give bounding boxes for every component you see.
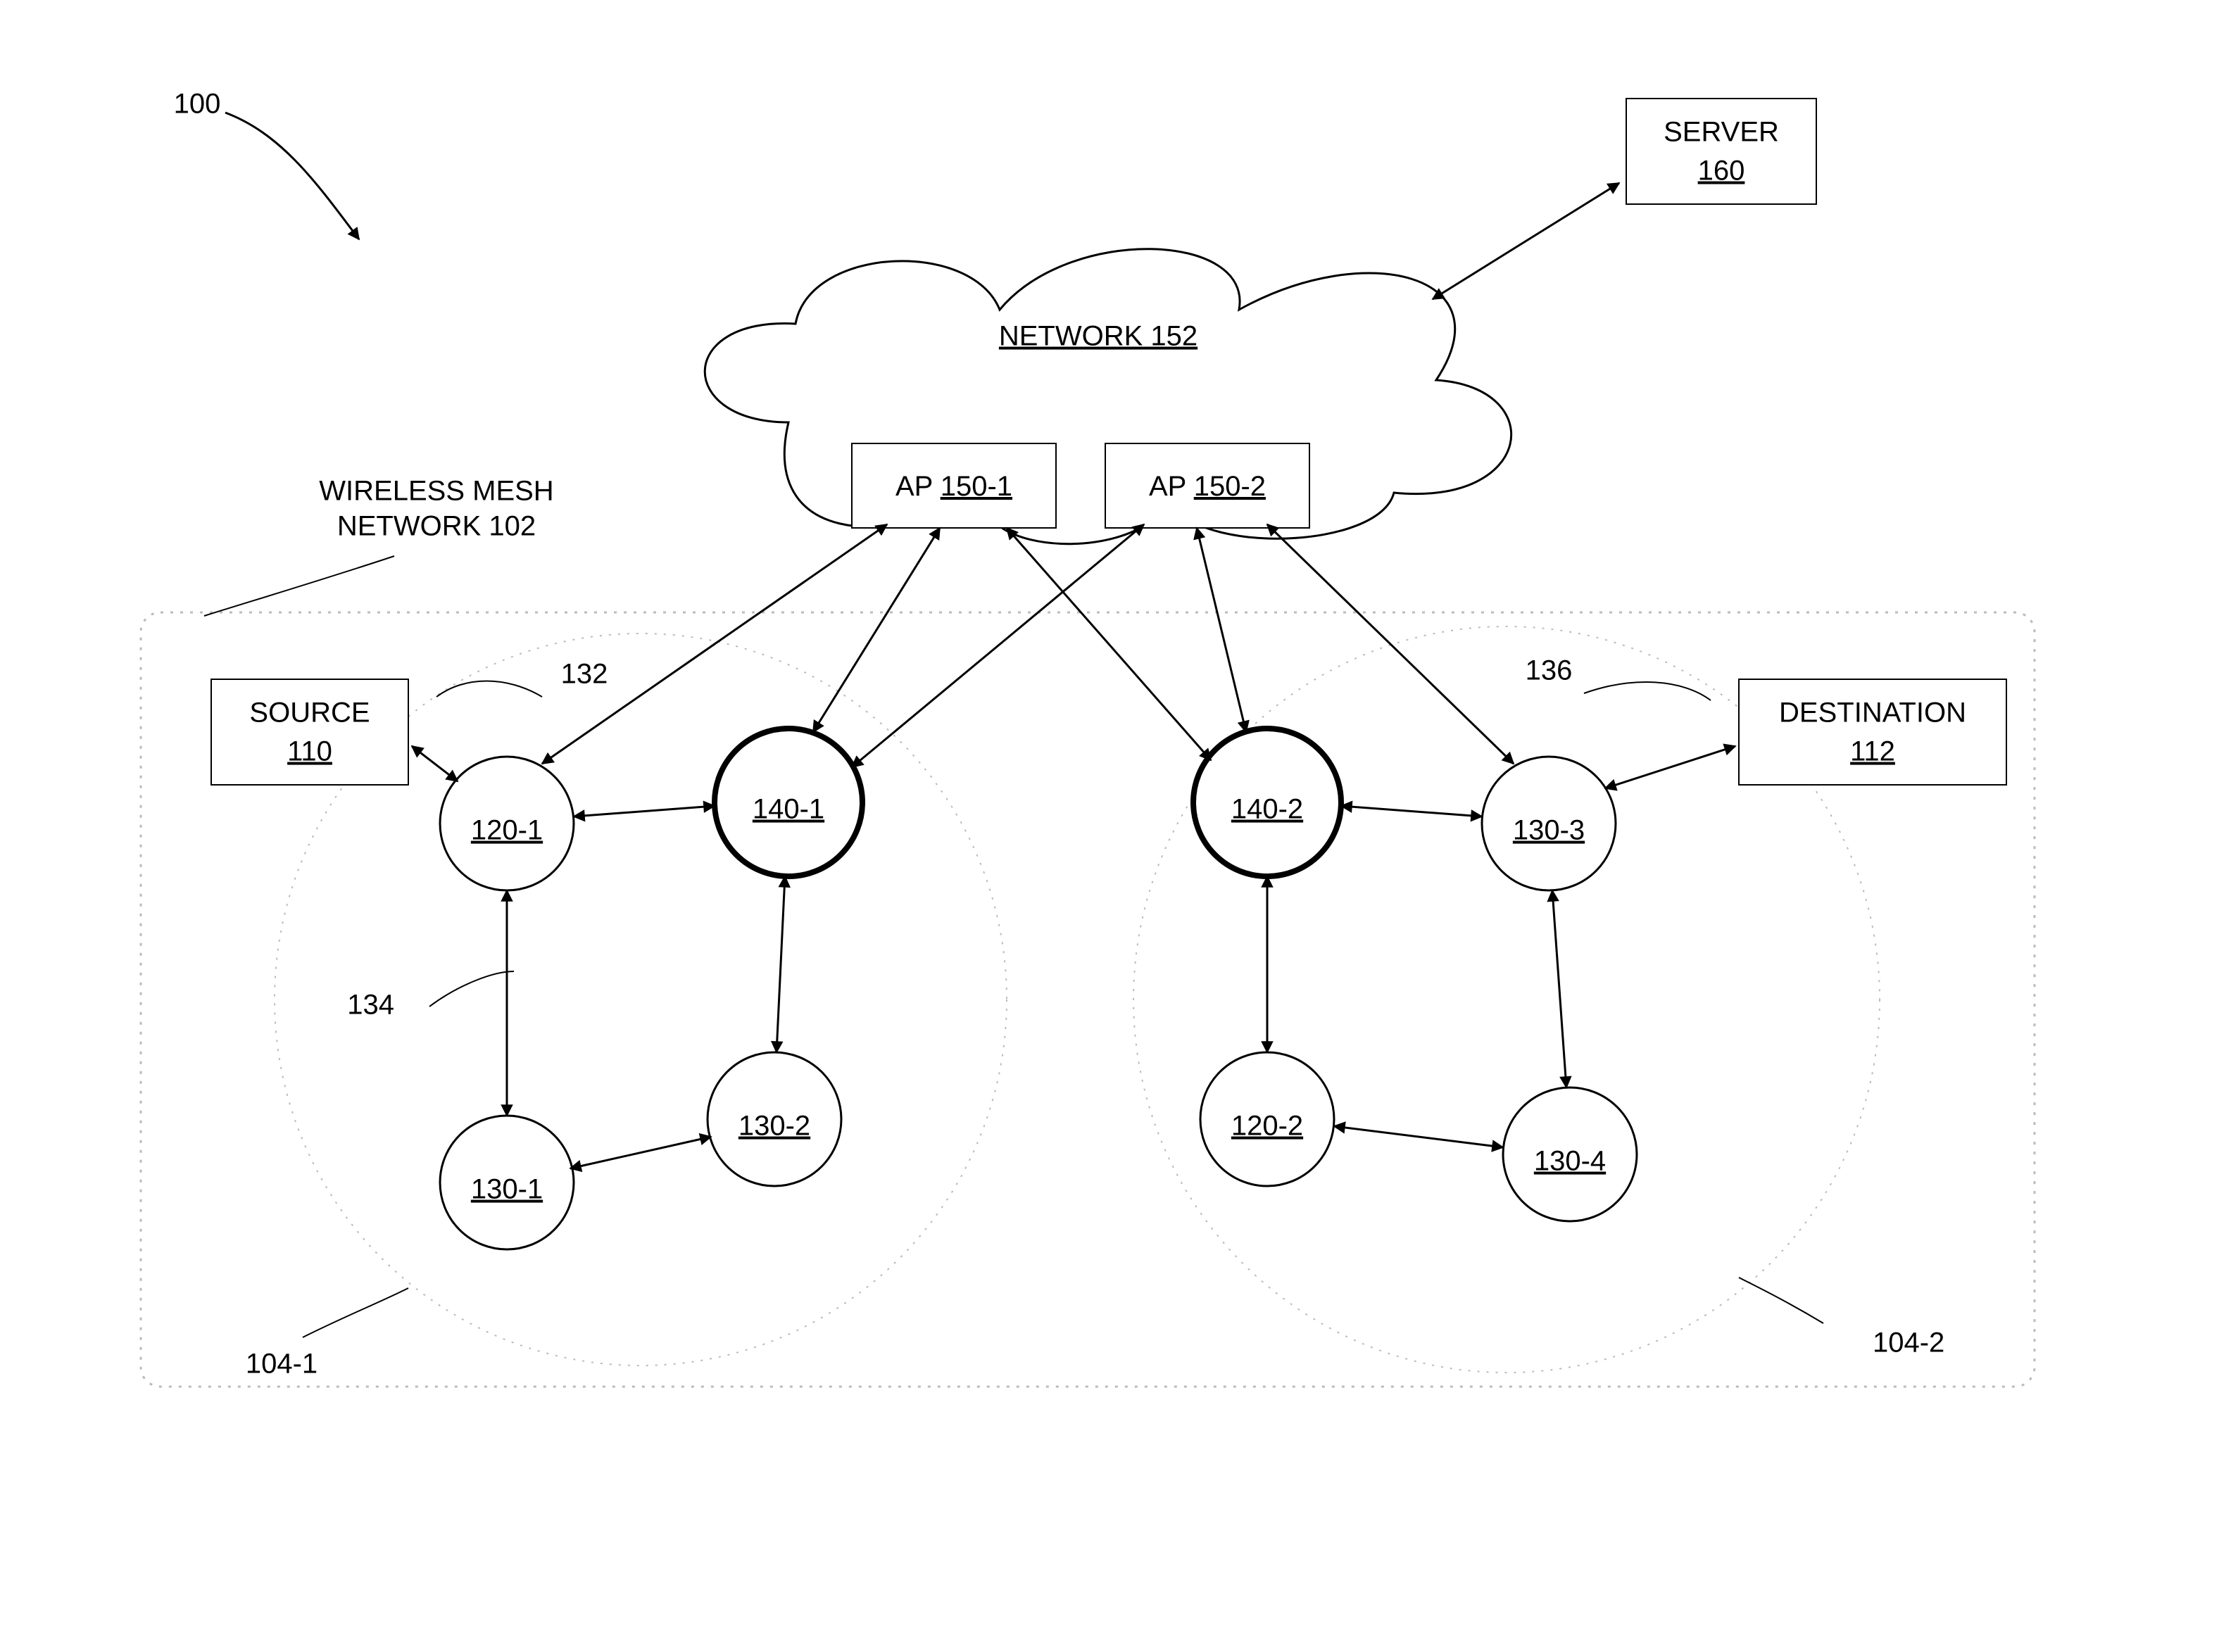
leader-134 [429,971,514,1007]
node-label-n130_4: 130-4 [1534,1146,1606,1177]
edge-14 [1552,890,1566,1087]
edge-11 [1341,806,1482,816]
node-label-n130_2: 130-2 [738,1111,810,1142]
server-num: 160 [1698,156,1745,187]
edge-15 [1605,746,1735,788]
edge-16 [1433,183,1619,299]
edge-5 [777,876,785,1052]
leader-132 [436,681,542,698]
ap-1-box-label: AP 150-1 [895,471,1012,502]
edge-4 [852,524,1144,767]
leader-104-1 [303,1288,408,1337]
source-box [211,679,408,785]
edge-9 [1197,528,1246,732]
leader-136 [1584,682,1711,700]
node-label-n140_2: 140-2 [1231,794,1303,825]
ref-132: 132 [561,659,608,690]
edge-8 [1007,528,1211,760]
node-label-n120_1: 120-1 [471,815,543,846]
edge-7 [570,1137,711,1168]
source-title: SOURCE [249,698,370,729]
node-label-n130_3: 130-3 [1513,815,1585,846]
destination-title: DESTINATION [1779,698,1966,729]
node-label-n140_1: 140-1 [753,794,824,825]
edge-10 [1267,524,1514,764]
mesh-title-line1: WIRELESS MESH [319,476,553,507]
server-title: SERVER [1664,117,1779,148]
network-cloud-label: NETWORK 152 [999,321,1197,352]
leader-104-2 [1739,1278,1823,1323]
node-label-n120_2: 120-2 [1231,1111,1303,1142]
figure-ref-label: 100 [174,89,221,120]
leader-arrow-100 [225,113,359,239]
edge-1 [574,806,715,816]
edge-2 [542,524,887,764]
ref-134: 134 [347,990,394,1021]
ap-2-box-label: AP 150-2 [1149,471,1266,502]
leader-mesh [204,556,394,616]
mesh-title-line2: NETWORK 102 [337,511,536,542]
edge-3 [813,528,940,732]
ref-104-1: 104-1 [246,1349,318,1380]
destination-box [1739,679,2006,785]
edge-0 [412,746,458,781]
edge-13 [1334,1126,1503,1147]
source-num: 110 [287,736,332,767]
server-box [1626,99,1816,204]
destination-num: 112 [1850,736,1895,767]
ref-104-2: 104-2 [1873,1328,1944,1358]
ref-136: 136 [1526,655,1573,686]
node-label-n130_1: 130-1 [471,1174,543,1205]
